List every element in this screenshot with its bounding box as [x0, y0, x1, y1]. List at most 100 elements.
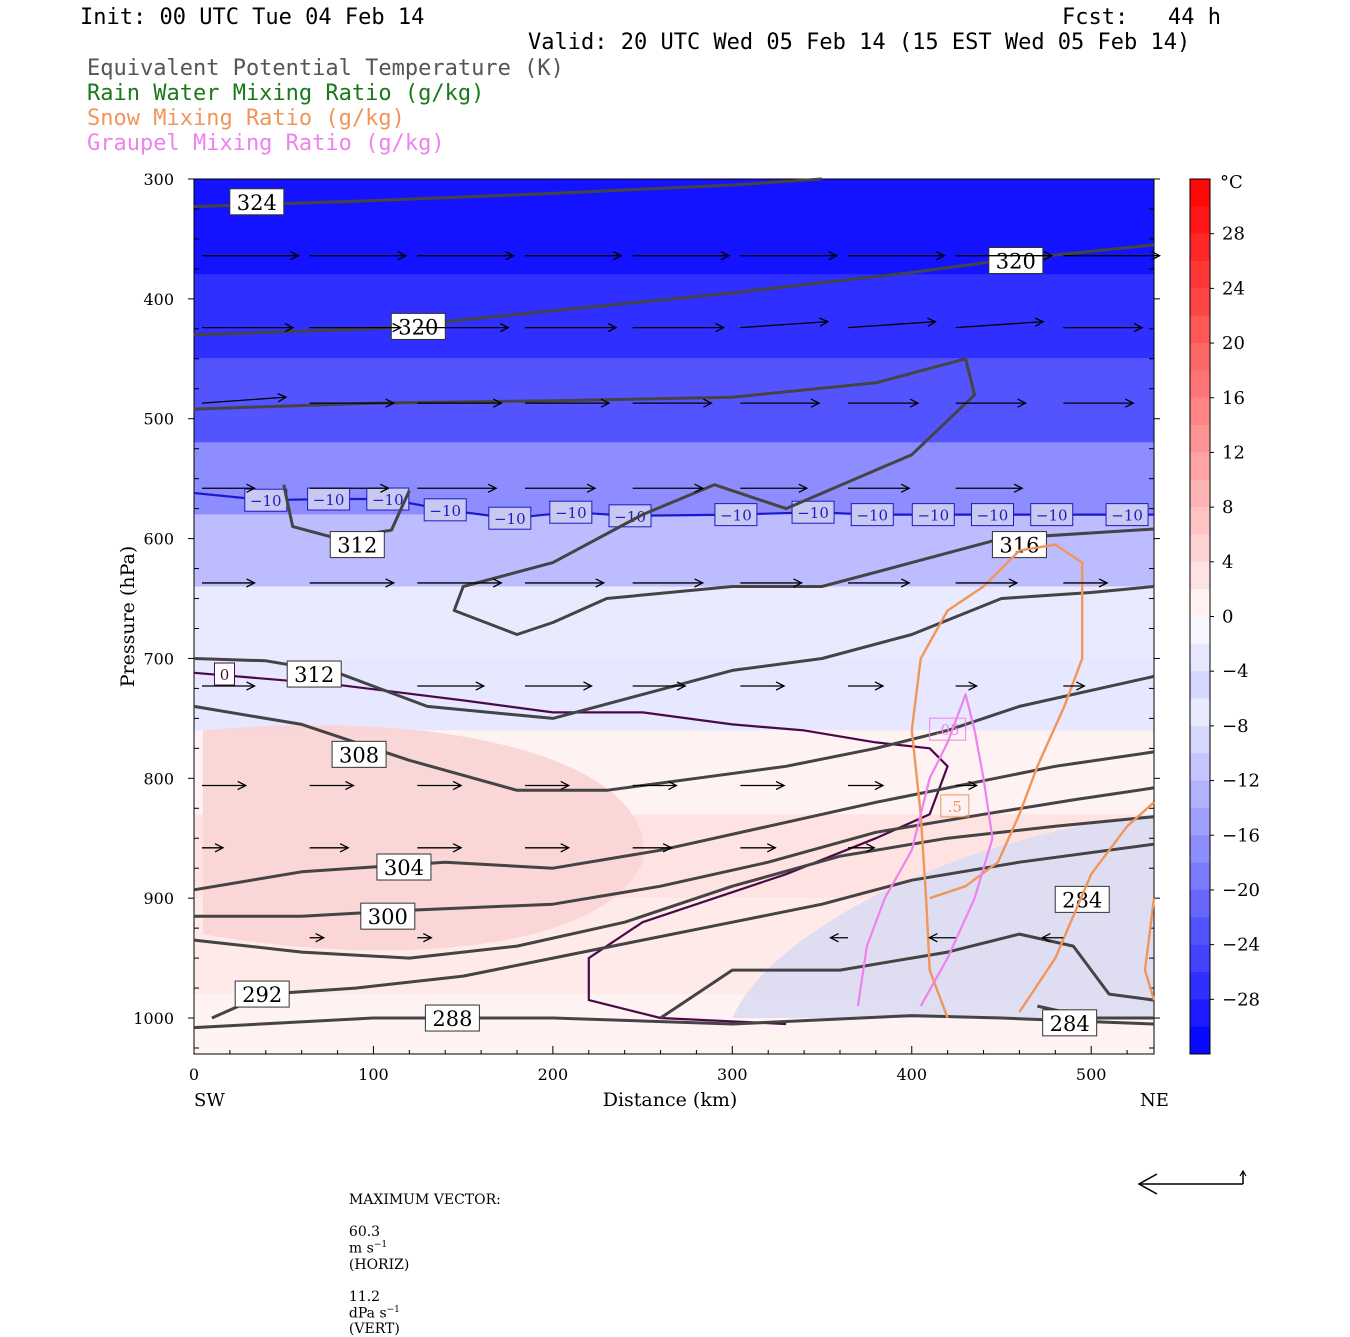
colorbar-tick-label: 28: [1222, 224, 1245, 245]
temperature-band: [194, 274, 1154, 359]
graupel-label-box: [929, 717, 967, 741]
theta-e-label-box: [390, 312, 446, 340]
colorbar-tick-label: −16: [1222, 825, 1260, 846]
horiz-suffix: (HORIZ): [348, 1256, 410, 1273]
wind-vector-head: [793, 578, 804, 588]
colorbar-segment: [1190, 343, 1210, 371]
init-time: Init: 00 UTC Tue 04 Feb 14: [80, 5, 425, 30]
isotherm-label: −10: [856, 507, 888, 525]
wind-vector-head: [246, 483, 256, 493]
wind-vector-head: [607, 322, 618, 333]
colorbar-segment: [1190, 944, 1210, 973]
x-left-label: SW: [194, 1090, 225, 1111]
isotherm-label-box: [488, 506, 532, 530]
wind-vector-head: [600, 398, 611, 408]
colorbar-tick-label: −12: [1222, 771, 1260, 792]
colorbar-segment: [1190, 671, 1210, 700]
graupel-label: .05: [936, 721, 960, 739]
isotherm-label: −10: [372, 491, 404, 509]
wind-vector-head: [284, 322, 295, 333]
wind-vector-head: [345, 780, 355, 791]
wind-vector-head: [277, 393, 288, 403]
theta-e-label-box: [424, 1004, 480, 1032]
colorbar-tick-label: 0: [1222, 607, 1233, 628]
wind-vector-head: [874, 681, 885, 691]
wind-vector-head: [1125, 398, 1135, 408]
wind-vector-head: [1017, 398, 1028, 408]
isotherm-label-box: [791, 500, 835, 524]
theta-e-label-box: [286, 660, 342, 688]
theta-e-label: 312: [294, 663, 334, 687]
theta-e-label: 312: [337, 534, 377, 558]
x-tick-label: 300: [717, 1065, 748, 1084]
wind-vector-head: [1151, 251, 1162, 261]
wind-vector-head: [829, 933, 839, 943]
wind-vector-head: [246, 578, 256, 588]
x-axis-title: Distance (km): [603, 1089, 738, 1111]
freezing-line: [193, 671, 949, 1026]
wind-vector-head: [668, 780, 678, 791]
theta-e-contour: [193, 357, 1155, 636]
temperature-band: [194, 586, 1154, 659]
wind-vector-head: [819, 317, 830, 327]
theta-e-label: 316: [999, 534, 1039, 558]
theta-e-label-box: [360, 902, 416, 930]
isotherm-label: −10: [429, 502, 461, 520]
colorbar-segment: [1190, 370, 1210, 399]
isotherm-label: −10: [313, 491, 345, 509]
theta-e-contour: [211, 842, 1155, 1020]
y-axis-title: Pressure (hPa): [117, 546, 139, 688]
wind-vector-head: [927, 933, 938, 943]
wind-vector-head: [694, 578, 705, 588]
wind-vector-head: [493, 578, 503, 588]
wind-vector-head: [385, 578, 396, 588]
wind-vector-head: [1013, 483, 1024, 493]
colorbar-segment: [1190, 616, 1210, 645]
graupel-contour: [856, 693, 994, 1007]
colorbar-tick-label: −28: [1222, 989, 1260, 1010]
wind-vector-head: [289, 251, 300, 261]
wind-vector-head: [865, 843, 876, 853]
wind-vector-head: [1076, 681, 1086, 691]
horiz-unit: m s: [348, 1240, 374, 1257]
colorbar-segment: [1190, 862, 1210, 891]
colorbar-segment: [1190, 233, 1210, 262]
theta-e-contour: [659, 932, 1155, 1020]
wind-vector-head: [583, 681, 593, 691]
snow-contour-right: [1018, 801, 1155, 1013]
colorbar-tick-label: 24: [1222, 278, 1245, 299]
theta-e-label-box: [331, 740, 387, 768]
isotherm-label: −10: [720, 507, 752, 525]
colorbar-tick-label: 12: [1222, 442, 1245, 463]
theta-e-label-box: [1042, 1009, 1098, 1037]
colorbar-segment: [1190, 999, 1210, 1028]
wind-vector: [201, 396, 287, 404]
colorbar-segment: [1190, 534, 1210, 563]
wind-vector-head: [586, 483, 597, 493]
theta-e-label: 284: [1062, 888, 1102, 912]
wind-vector-head: [560, 843, 571, 853]
isotherm-label: −10: [1111, 507, 1143, 525]
y-tick-label: 900: [143, 889, 174, 908]
wind-vector-head: [214, 843, 225, 853]
wind-vector: [955, 320, 1044, 329]
wind-vector-head: [874, 780, 885, 791]
wind-vector-head: [397, 251, 408, 261]
theta-e-label: 308: [339, 743, 379, 767]
wind-vector-head: [828, 251, 839, 261]
isotherm-label-box: [971, 503, 1015, 527]
valid-time: Valid: 20 UTC Wed 05 Feb 14 (15 EST Wed …: [528, 30, 1191, 55]
colorbar-segment: [1190, 835, 1210, 864]
wind-vector-head: [595, 578, 606, 588]
colorbar-segment: [1190, 643, 1210, 672]
wind-vector-head: [694, 483, 705, 493]
isotherm-label: −10: [917, 507, 949, 525]
vert-suffix: (VERT): [348, 1321, 400, 1337]
theta-e-label: 288: [432, 1007, 472, 1031]
wind-vector-head: [612, 251, 623, 261]
colorbar-segment: [1190, 206, 1210, 235]
theta-e-label: 292: [242, 983, 282, 1007]
zero-label-box: [214, 662, 236, 686]
isotherm-label-box: [549, 500, 593, 524]
forecast-hour: Fcst: 44 h: [1062, 5, 1221, 30]
